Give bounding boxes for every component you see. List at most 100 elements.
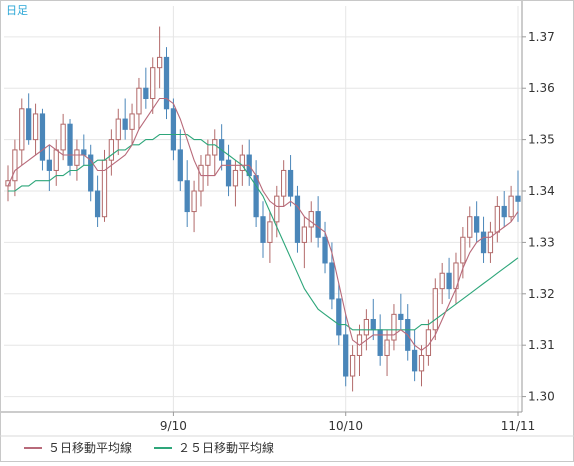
candle-body [88,154,94,192]
candle-body [480,231,487,254]
candle-body [53,149,59,171]
candle-body [177,149,183,182]
candle-body [398,313,404,320]
candle-bull [129,103,135,145]
candle-body [184,180,190,213]
candle-body [322,236,328,264]
candle-bear [177,129,183,192]
candle-body [487,231,494,254]
candle-body [198,164,204,192]
candle-body [239,154,245,171]
candle-bull [74,139,80,181]
timeframe-label: 日足 [6,4,28,17]
candle-body [170,108,177,151]
candle-body [60,123,66,151]
candle-body [329,262,335,300]
y-tick-label: 1.30 [528,390,555,404]
candle-body [363,318,370,336]
candle-bear [225,144,232,197]
y-tick-label: 1.36 [528,81,555,95]
candle-bear [122,98,128,140]
candle-body [26,108,32,141]
candle-bull [212,129,218,176]
ma5-line [7,97,519,351]
y-tick-label: 1.31 [528,338,555,352]
candle-body [260,216,266,243]
candle-body [315,211,321,238]
y-tick-label: 1.37 [528,30,555,44]
candle-bear [315,196,321,248]
x-tick-label: 9/10 [160,419,187,433]
candle-body [446,272,452,290]
candle-bear [184,160,190,227]
x-tick-label: 10/10 [328,419,363,433]
candle-bull [301,216,307,269]
candle-body [370,318,376,331]
candle-bull [32,103,39,156]
legend-ma25-swatch [154,446,172,449]
candle-bull [384,329,390,377]
candle-bull [349,345,356,392]
candle-body [39,113,46,161]
candle-body [19,108,25,151]
candle-body [432,288,438,331]
candle-bull [439,262,445,305]
candle-body [212,139,218,156]
candle-body [12,149,18,182]
candle-bull [508,185,514,222]
candle-body [287,169,294,197]
candle-body [191,190,197,213]
candle-body [501,205,507,218]
candle-body [232,169,239,187]
candle-body [267,221,273,243]
candle-bull [136,77,142,130]
y-tick-label: 1.35 [528,133,555,147]
candle-bull [191,180,197,233]
candle-bear [501,191,507,227]
candle-bull [108,129,115,176]
candle-bull [205,139,211,186]
candle-bear [67,119,73,176]
candle-body [163,56,170,110]
legend-ma5-label: ５日移動平均線 [48,441,133,455]
candle-bull [274,185,280,238]
candle-body [253,175,259,218]
candle-body [115,118,121,141]
candle-body [494,205,500,233]
chart-legend: ５日移動平均線 ２５日移動平均線 [0,436,574,462]
candle-body [136,87,142,115]
y-tick-label: 1.34 [528,184,555,198]
candle-bear [94,175,101,227]
candle-bull [60,113,66,161]
candle-bear [474,201,480,243]
candle-body [377,329,383,356]
candle-body [205,154,211,166]
candle-bear [163,47,170,120]
candle-body [439,272,445,290]
candle-body [384,339,390,356]
candle-bear [398,293,404,330]
candle-body [32,113,39,141]
candle-body [46,159,52,171]
candle-bull [267,211,273,263]
candle-bull [391,304,397,351]
candle-bear [287,155,294,207]
candle-bear [88,144,94,202]
candle-body [225,159,232,187]
candle-body [281,169,287,197]
candle-bull [487,221,494,263]
candle-bull [150,57,156,114]
candle-body [336,298,342,336]
candle-body [294,195,301,243]
candle-body [515,195,521,202]
candle-body [391,313,397,341]
candle-bear [170,98,177,161]
candle-bear [26,93,32,145]
candle-body [156,56,163,69]
candle-body [301,226,307,243]
candle-bear [343,314,349,387]
candle-body [418,354,425,372]
candle-bull [467,206,473,248]
candle-bear [294,185,301,253]
